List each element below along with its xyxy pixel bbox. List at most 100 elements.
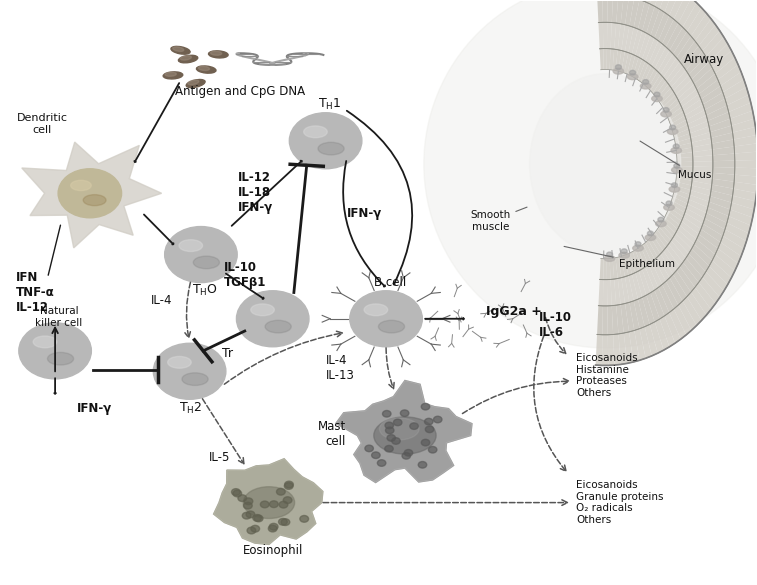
Polygon shape: [734, 168, 757, 177]
Polygon shape: [618, 333, 627, 364]
Polygon shape: [725, 223, 749, 241]
Polygon shape: [634, 299, 645, 329]
Polygon shape: [634, 329, 646, 360]
Ellipse shape: [669, 186, 680, 192]
Circle shape: [670, 125, 676, 130]
Polygon shape: [659, 0, 675, 12]
Polygon shape: [655, 12, 669, 41]
Polygon shape: [606, 49, 611, 70]
Polygon shape: [662, 281, 678, 309]
Polygon shape: [678, 225, 696, 244]
Ellipse shape: [530, 74, 681, 254]
Text: Tr: Tr: [222, 347, 233, 360]
Polygon shape: [650, 9, 665, 38]
Circle shape: [410, 423, 419, 429]
Circle shape: [260, 501, 269, 508]
Polygon shape: [603, 49, 607, 70]
Polygon shape: [659, 88, 673, 105]
Ellipse shape: [188, 80, 199, 85]
Circle shape: [630, 70, 636, 75]
Circle shape: [247, 527, 256, 534]
Polygon shape: [627, 54, 635, 75]
Circle shape: [621, 249, 628, 253]
Circle shape: [236, 291, 309, 347]
Polygon shape: [665, 0, 681, 16]
Polygon shape: [615, 257, 621, 278]
Polygon shape: [618, 50, 625, 72]
Polygon shape: [635, 248, 645, 269]
Polygon shape: [650, 235, 663, 254]
Polygon shape: [653, 77, 666, 96]
Circle shape: [635, 242, 641, 246]
Polygon shape: [687, 115, 708, 129]
Circle shape: [281, 519, 290, 525]
Polygon shape: [675, 138, 691, 147]
Polygon shape: [661, 221, 675, 237]
Polygon shape: [709, 119, 731, 132]
Polygon shape: [676, 143, 692, 150]
Polygon shape: [599, 22, 603, 49]
Circle shape: [394, 419, 402, 426]
Polygon shape: [642, 267, 655, 293]
Polygon shape: [721, 236, 744, 256]
Polygon shape: [643, 242, 655, 262]
Polygon shape: [677, 267, 695, 292]
Circle shape: [253, 515, 261, 521]
Polygon shape: [655, 229, 668, 247]
Text: Mast
cell: Mast cell: [318, 420, 346, 448]
Polygon shape: [677, 170, 693, 176]
Polygon shape: [659, 16, 674, 44]
Text: Natural
killer cell: Natural killer cell: [36, 306, 83, 328]
Polygon shape: [669, 309, 686, 339]
Polygon shape: [692, 144, 712, 152]
Polygon shape: [625, 276, 634, 302]
Polygon shape: [658, 50, 673, 74]
Circle shape: [283, 497, 292, 504]
Polygon shape: [712, 173, 734, 182]
Polygon shape: [669, 0, 686, 19]
Polygon shape: [684, 213, 703, 229]
Ellipse shape: [70, 180, 92, 191]
Polygon shape: [614, 278, 621, 305]
Polygon shape: [635, 271, 646, 297]
Polygon shape: [650, 74, 663, 93]
Polygon shape: [671, 197, 687, 208]
Polygon shape: [618, 256, 625, 278]
Circle shape: [350, 291, 422, 347]
Circle shape: [425, 418, 433, 425]
Polygon shape: [629, 0, 640, 27]
Polygon shape: [655, 319, 669, 350]
Polygon shape: [695, 283, 715, 309]
Polygon shape: [712, 167, 735, 175]
Circle shape: [244, 503, 252, 509]
Ellipse shape: [656, 221, 666, 226]
Text: B cell: B cell: [374, 276, 406, 289]
Polygon shape: [645, 325, 658, 356]
Polygon shape: [648, 238, 661, 257]
Polygon shape: [639, 269, 650, 295]
Polygon shape: [665, 312, 681, 343]
Circle shape: [233, 490, 241, 497]
Polygon shape: [734, 135, 757, 146]
Polygon shape: [603, 280, 607, 306]
Polygon shape: [650, 290, 665, 319]
Polygon shape: [646, 293, 659, 322]
Polygon shape: [692, 176, 712, 184]
Ellipse shape: [198, 66, 210, 71]
Polygon shape: [607, 22, 612, 49]
Polygon shape: [632, 29, 642, 56]
Polygon shape: [646, 240, 658, 260]
Polygon shape: [706, 37, 727, 62]
Text: IL-4: IL-4: [151, 294, 173, 307]
Circle shape: [666, 201, 672, 206]
Polygon shape: [607, 280, 612, 306]
Text: $\mathregular{T_H}$1: $\mathregular{T_H}$1: [318, 97, 341, 112]
Polygon shape: [712, 254, 735, 278]
Polygon shape: [693, 171, 712, 179]
Polygon shape: [597, 0, 603, 23]
Circle shape: [382, 411, 391, 417]
Polygon shape: [729, 209, 752, 226]
Polygon shape: [640, 245, 652, 264]
Polygon shape: [675, 229, 694, 249]
Polygon shape: [705, 99, 727, 115]
